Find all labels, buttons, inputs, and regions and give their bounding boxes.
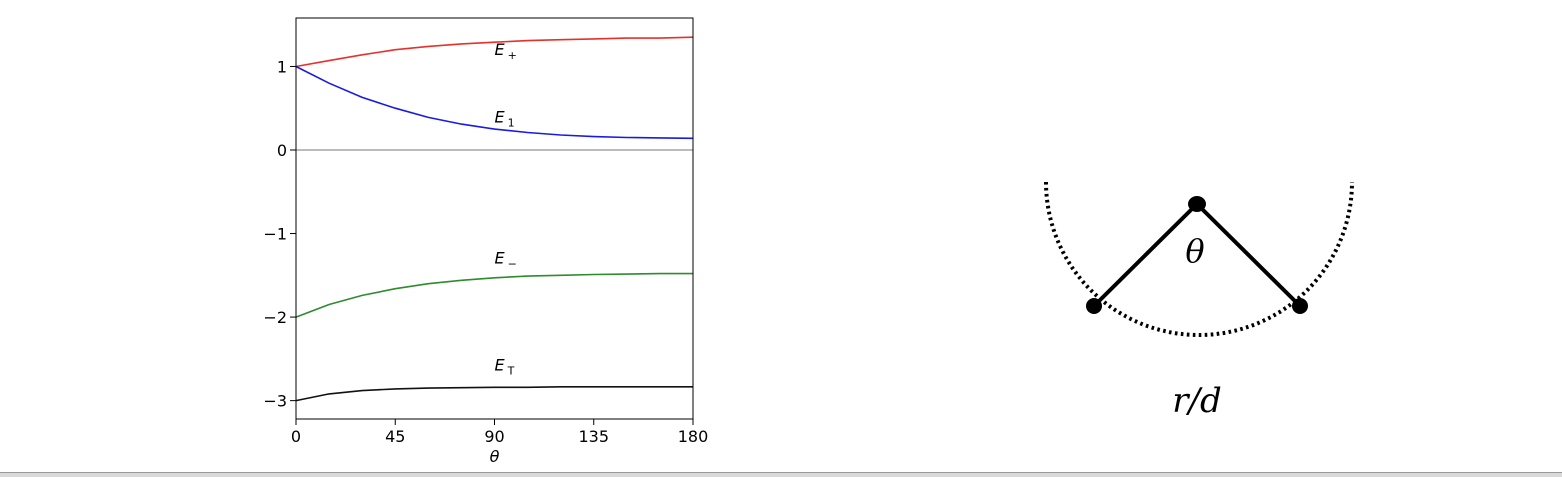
series-line-0 — [295, 36, 694, 68]
energy-vs-angle-chart: 0 45 90 135 180 1 0 −1 −2 −3 θ E + E 1 E − E T — [263, 17, 708, 466]
top-particle — [1188, 196, 1206, 212]
left-bond-line — [1092, 202, 1199, 308]
x-tick-label: 0 — [291, 427, 301, 446]
series-label-0: E + — [495, 40, 517, 62]
x-axis-ticks: 0 45 90 135 180 — [291, 419, 708, 446]
angle-label: θ — [1185, 232, 1204, 270]
left-particle — [1086, 298, 1102, 314]
y-tick-label: −1 — [263, 225, 287, 244]
series-labels: E + E 1 E − E T — [495, 40, 517, 378]
x-tick-label: 135 — [578, 427, 609, 446]
y-tick-label: 1 — [277, 57, 287, 76]
right-bond-line — [1195, 202, 1302, 308]
series-line-2 — [295, 272, 693, 318]
series-group — [295, 36, 694, 402]
x-tick-label: 180 — [678, 427, 709, 446]
y-tick-label: 0 — [277, 141, 287, 160]
y-tick-label: −2 — [263, 308, 287, 327]
three-body-angle-diagram: θ r/d — [1044, 181, 1354, 421]
y-tick-label: −3 — [263, 392, 287, 411]
x-axis-label: θ — [490, 447, 500, 466]
x-tick-label: 45 — [385, 427, 405, 446]
right-particle — [1292, 298, 1308, 314]
distance-label: r/d — [1172, 381, 1221, 421]
y-axis-ticks: 1 0 −1 −2 −3 — [263, 57, 296, 411]
series-label-2: E − — [495, 249, 517, 271]
series-line-1 — [295, 65, 694, 140]
bottom-border — [0, 472, 1562, 477]
series-line-3 — [295, 385, 693, 402]
dotted-semicircle — [1044, 181, 1354, 337]
x-tick-label: 90 — [484, 427, 504, 446]
